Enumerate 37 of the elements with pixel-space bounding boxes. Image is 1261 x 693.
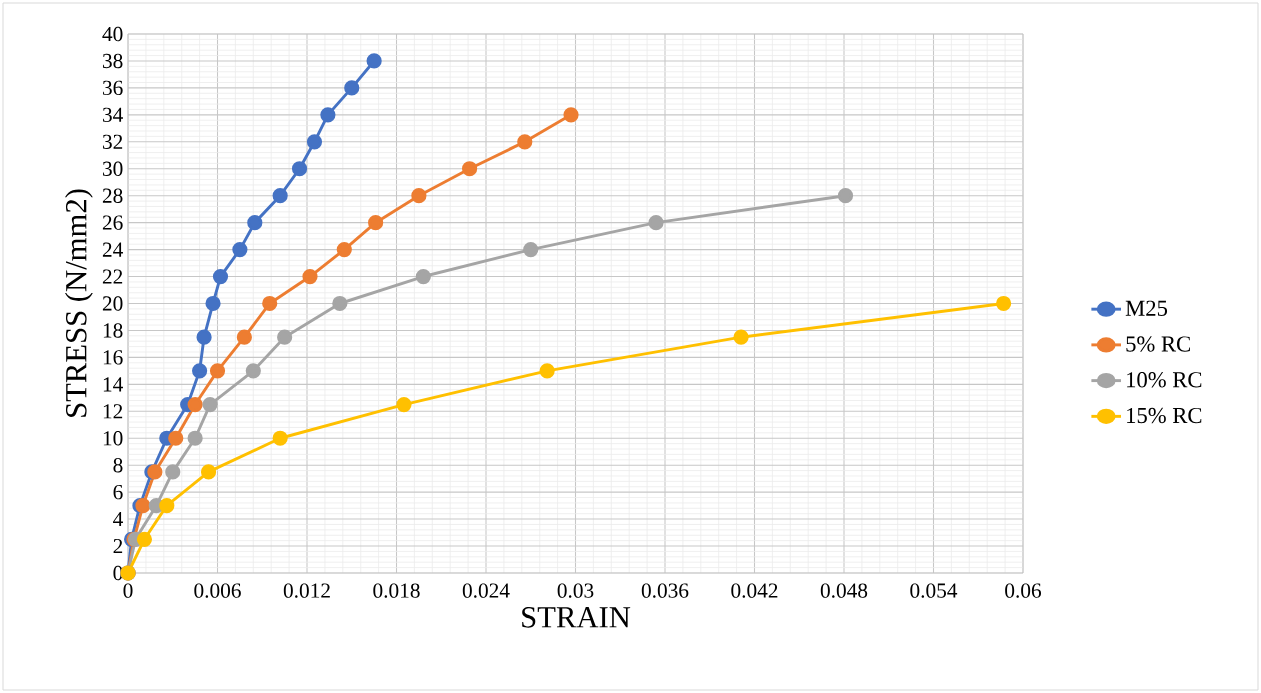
y-tick-label: 24 (102, 242, 123, 257)
y-tick-label: 6 (113, 484, 123, 500)
y-axis-title: STRESS (N/mm2) (65, 189, 93, 417)
legend-label: M25 (1125, 300, 1168, 316)
y-tick-label: 12 (103, 404, 123, 419)
y-tick-label: 36 (102, 80, 123, 96)
y-tick-label: 26 (102, 215, 123, 230)
y-tick-label: 20 (102, 296, 123, 311)
x-tick-label: 0.006 (194, 583, 241, 598)
y-tick-label: 38 (102, 53, 123, 69)
y-tick-label: 8 (113, 458, 123, 473)
x-axis-title: STRAIN (522, 607, 631, 628)
x-tick-label: 0.012 (283, 583, 330, 598)
x-tick-label: 0.06 (1005, 583, 1042, 598)
y-tick-label: 18 (103, 323, 123, 338)
x-tick-label: 0.018 (373, 583, 420, 598)
legend-label: 15% RC (1127, 407, 1202, 424)
y-tick-label: 32 (102, 134, 123, 149)
x-tick-label: 0 (123, 583, 133, 598)
y-tick-label: 40 (102, 26, 123, 42)
y-tick-label: 2 (113, 538, 123, 554)
x-tick-label: 0.024 (462, 583, 510, 598)
x-tick-label: 0.03 (557, 583, 594, 598)
y-tick-label: 30 (102, 161, 123, 176)
legend-label: 10% RC (1127, 372, 1202, 388)
y-tick-label: 16 (103, 350, 123, 365)
x-tick-label: 0.042 (731, 583, 778, 598)
y-tick-label: 4 (113, 512, 123, 527)
y-tick-label: 10 (103, 431, 123, 446)
x-tick-label: 0.054 (910, 583, 958, 598)
x-tick-label: 0.036 (641, 583, 689, 598)
x-tick-label: 0.048 (820, 583, 868, 598)
y-tick-label: 28 (102, 188, 123, 203)
y-tick-label: 34 (102, 107, 123, 123)
y-tick-label: 22 (102, 269, 123, 284)
legend-label: 5% RC (1126, 336, 1190, 352)
y-tick-label: 14 (103, 377, 123, 392)
